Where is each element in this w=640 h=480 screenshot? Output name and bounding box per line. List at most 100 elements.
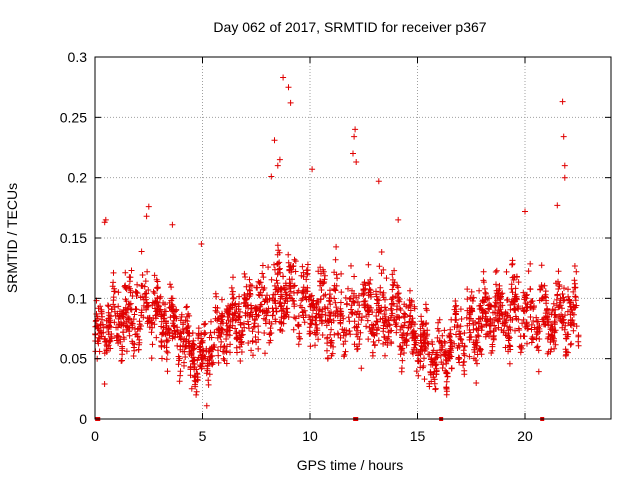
data-point	[561, 285, 567, 292]
data-point	[166, 329, 173, 336]
data-point	[322, 312, 329, 318]
data-point	[407, 287, 413, 294]
data-point	[512, 313, 519, 320]
data-point	[509, 289, 516, 296]
data-point	[94, 324, 101, 331]
data-point	[303, 276, 310, 283]
data-point	[249, 338, 256, 345]
data-point	[472, 319, 479, 326]
data-point	[324, 334, 331, 341]
data-point	[464, 296, 471, 303]
data-point	[521, 296, 528, 303]
data-point	[134, 290, 141, 297]
data-point	[248, 283, 255, 289]
data-point	[509, 257, 516, 264]
data-point	[340, 353, 347, 360]
data-point	[140, 314, 147, 321]
data-point	[291, 256, 298, 263]
data-point	[563, 335, 570, 342]
data-point	[539, 316, 546, 323]
data-point	[287, 282, 294, 289]
data-point	[215, 352, 222, 359]
data-point	[505, 327, 512, 334]
data-point	[565, 293, 572, 300]
data-point	[249, 328, 256, 335]
data-point	[329, 350, 336, 357]
data-point	[298, 297, 305, 304]
data-point	[545, 310, 552, 316]
data-point	[406, 302, 413, 309]
data-point	[246, 286, 253, 293]
data-point	[223, 336, 230, 342]
data-point	[513, 293, 520, 300]
data-point	[427, 371, 434, 378]
data-point	[380, 328, 387, 335]
data-point	[374, 318, 381, 325]
data-point	[128, 267, 135, 274]
data-point	[504, 323, 510, 330]
data-point	[573, 268, 580, 275]
chart-title: Day 062 of 2017, SRMTID for receiver p36…	[213, 19, 486, 35]
data-point	[220, 355, 227, 362]
data-point	[332, 287, 339, 294]
data-point	[119, 345, 126, 352]
data-point	[307, 320, 314, 327]
data-point	[231, 310, 238, 317]
data-point	[422, 344, 429, 351]
data-point	[570, 288, 577, 295]
data-point	[431, 380, 438, 387]
data-point	[211, 344, 218, 351]
data-point	[534, 318, 540, 325]
data-point	[130, 353, 137, 359]
data-point	[208, 360, 215, 367]
data-point	[393, 329, 400, 336]
data-point	[133, 289, 140, 296]
data-point	[359, 314, 365, 321]
data-point	[527, 260, 534, 267]
data-point	[354, 346, 360, 353]
data-point	[412, 334, 418, 341]
data-point	[154, 294, 161, 301]
data-point	[467, 294, 474, 301]
data-point	[438, 340, 444, 346]
data-point	[252, 334, 259, 340]
data-point	[120, 315, 127, 321]
data-point	[386, 322, 393, 329]
data-point	[119, 357, 125, 364]
data-point	[366, 286, 373, 293]
data-point	[105, 331, 112, 338]
data-point	[497, 304, 504, 310]
data-point	[504, 297, 510, 304]
data-point	[267, 325, 274, 332]
data-point	[272, 318, 279, 325]
data-point	[102, 338, 108, 345]
data-point	[105, 303, 112, 310]
data-point	[401, 301, 408, 308]
data-point	[175, 361, 182, 368]
data-point	[324, 340, 331, 347]
data-point	[375, 337, 382, 344]
data-point	[572, 304, 579, 311]
data-point	[251, 323, 258, 330]
data-point	[527, 304, 534, 311]
data-point	[376, 297, 382, 304]
data-point	[315, 336, 322, 343]
data-point	[304, 288, 311, 295]
data-point	[215, 359, 222, 366]
data-point	[113, 334, 120, 341]
data-point	[443, 357, 450, 364]
data-point	[352, 126, 359, 133]
data-point	[555, 286, 562, 292]
data-point	[287, 99, 294, 106]
data-point	[476, 287, 483, 294]
data-point	[405, 325, 412, 331]
data-point	[318, 320, 325, 327]
data-point	[195, 331, 202, 338]
data-point	[319, 332, 326, 338]
data-point	[411, 337, 418, 344]
data-point	[179, 326, 186, 333]
data-point	[311, 304, 318, 310]
data-point	[439, 342, 446, 349]
data-point	[315, 298, 322, 305]
data-point	[434, 349, 441, 356]
